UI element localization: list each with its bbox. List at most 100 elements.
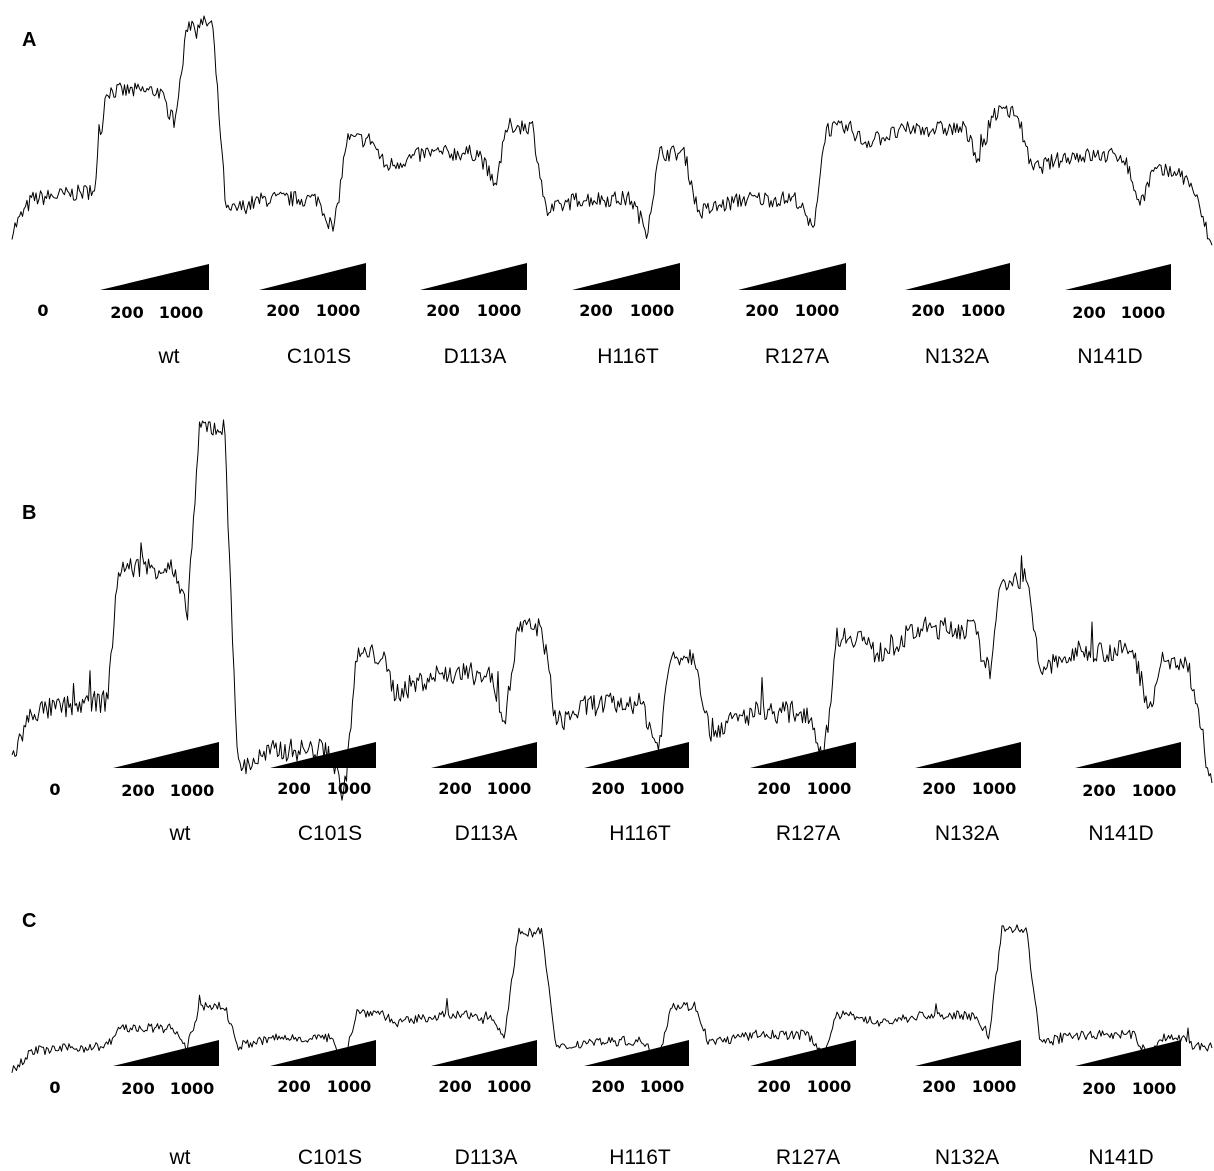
mutant-label-c101s: C101S	[287, 345, 351, 368]
panel-c-wedge-d113a	[431, 1040, 537, 1066]
dose-high-label: 1000	[170, 1079, 215, 1098]
mutant-label-h116t: H116T	[597, 345, 659, 368]
dose-high-label: 1000	[477, 301, 522, 320]
dose-high-label: 1000	[327, 779, 372, 798]
mutant-label-r127a: R127A	[765, 345, 829, 368]
panel-c-trace	[11, 924, 1213, 1073]
panel-c: C 0 200 1000 200 1000 200 1000 200 1000 …	[11, 910, 1213, 1169]
dose-high-label: 1000	[961, 301, 1006, 320]
panel-b-wedge-n132a	[915, 742, 1021, 768]
dose-low-label: 200	[757, 1077, 790, 1096]
panel-a: A 0 200 1000 200 1000 200 1000 200 1000 …	[11, 15, 1213, 368]
mutant-label-wt: wt	[158, 345, 180, 368]
panel-b-mutant-labels: wt C101S D113A H116T R127A N132A N141D	[169, 822, 1154, 845]
panel-c-zero-label: 0	[49, 1078, 60, 1097]
mutant-label-n141d: N141D	[1088, 1146, 1153, 1169]
dose-low-label: 200	[757, 779, 790, 798]
mutant-label-h116t: H116T	[609, 1146, 671, 1169]
panel-a-label: A	[22, 29, 36, 51]
mutant-label-n132a: N132A	[925, 345, 989, 368]
panel-c-wedge-r127a	[750, 1040, 856, 1066]
panel-c-wedge-n141d	[1075, 1040, 1181, 1066]
dose-high-label: 1000	[640, 779, 685, 798]
dose-low-label: 200	[277, 779, 310, 798]
panel-a-mutant-labels: wt C101S D113A H116T R127A N132A N141D	[158, 345, 1143, 368]
panel-a-wedge-d113a	[420, 263, 527, 290]
panel-c-wedge-n132a	[915, 1040, 1021, 1066]
panel-b-dose-labels: 200 1000 200 1000 200 1000 200 1000 200 …	[121, 779, 1176, 800]
dose-low-label: 200	[438, 1077, 471, 1096]
mutant-label-c101s: C101S	[298, 1146, 362, 1169]
panel-b-wedge-c101s	[270, 742, 376, 768]
mutant-label-r127a: R127A	[776, 822, 840, 845]
mutant-label-r127a: R127A	[776, 1146, 840, 1169]
dose-low-label: 200	[277, 1077, 310, 1096]
panel-c-wedge-c101s	[270, 1040, 376, 1066]
dose-low-label: 200	[745, 301, 778, 320]
dose-high-label: 1000	[487, 779, 532, 798]
panel-b: B 0 200 1000 200 1000 200 1000 200 1000 …	[11, 419, 1213, 845]
panel-c-label: C	[22, 910, 36, 932]
dose-low-label: 200	[426, 301, 459, 320]
dose-low-label: 200	[438, 779, 471, 798]
panel-c-wedge-wt	[113, 1040, 219, 1066]
panel-b-wedge-d113a	[431, 742, 537, 768]
mutant-label-d113a: D113A	[455, 1146, 518, 1169]
panel-a-wedge-r127a	[738, 263, 846, 290]
dose-high-label: 1000	[159, 303, 204, 322]
mutant-label-n132a: N132A	[935, 1146, 999, 1169]
dose-low-label: 200	[121, 1079, 154, 1098]
panel-b-wedge-n141d	[1075, 742, 1181, 768]
dose-low-label: 200	[911, 301, 944, 320]
dose-low-label: 200	[121, 781, 154, 800]
dose-low-label: 200	[1082, 781, 1115, 800]
dose-high-label: 1000	[972, 779, 1017, 798]
dose-low-label: 200	[266, 301, 299, 320]
panel-a-wedge-wt	[100, 264, 209, 290]
dose-low-label: 200	[1082, 1079, 1115, 1098]
dose-high-label: 1000	[807, 1077, 852, 1096]
panel-b-wedge-h116t	[584, 742, 689, 768]
dose-high-label: 1000	[1121, 303, 1166, 322]
mutant-label-wt: wt	[169, 1146, 191, 1169]
mutant-label-d113a: D113A	[444, 345, 507, 368]
panel-b-wedge-r127a	[750, 742, 856, 768]
mutant-label-c101s: C101S	[298, 822, 362, 845]
panel-a-wedge-n141d	[1065, 264, 1171, 290]
panel-a-wedge-c101s	[259, 263, 366, 290]
dose-low-label: 200	[591, 1077, 624, 1096]
panel-a-wedge-h116t	[572, 263, 680, 290]
dose-high-label: 1000	[807, 779, 852, 798]
mutant-label-d113a: D113A	[455, 822, 518, 845]
panel-c-mutant-labels: wt C101S D113A H116T R127A N132A N141D	[169, 1146, 1154, 1169]
mutant-label-n132a: N132A	[935, 822, 999, 845]
panel-b-trace	[11, 419, 1213, 801]
panel-a-zero-label: 0	[37, 301, 48, 320]
panel-a-dose-labels: 200 1000 200 1000 200 1000 200 1000 200 …	[110, 301, 1165, 322]
dose-high-label: 1000	[972, 1077, 1017, 1096]
dose-low-label: 200	[591, 779, 624, 798]
mutant-label-n141d: N141D	[1088, 822, 1153, 845]
dose-high-label: 1000	[1132, 781, 1177, 800]
mutant-label-n141d: N141D	[1077, 345, 1142, 368]
panel-c-wedge-h116t	[584, 1040, 689, 1066]
panel-c-dose-labels: 200 1000 200 1000 200 1000 200 1000 200 …	[121, 1077, 1176, 1098]
dose-low-label: 200	[110, 303, 143, 322]
panel-b-label: B	[22, 502, 36, 524]
dose-high-label: 1000	[630, 301, 675, 320]
panel-b-zero-label: 0	[49, 780, 60, 799]
dose-high-label: 1000	[640, 1077, 685, 1096]
dose-high-label: 1000	[1132, 1079, 1177, 1098]
dose-high-label: 1000	[316, 301, 361, 320]
mutant-label-h116t: H116T	[609, 822, 671, 845]
panel-a-trace	[11, 15, 1213, 246]
dose-high-label: 1000	[327, 1077, 372, 1096]
dose-high-label: 1000	[170, 781, 215, 800]
dose-low-label: 200	[579, 301, 612, 320]
dose-low-label: 200	[922, 1077, 955, 1096]
panel-b-wedge-wt	[113, 742, 219, 768]
dose-low-label: 200	[1072, 303, 1105, 322]
dose-high-label: 1000	[487, 1077, 532, 1096]
panel-a-wedge-n132a	[905, 263, 1010, 290]
